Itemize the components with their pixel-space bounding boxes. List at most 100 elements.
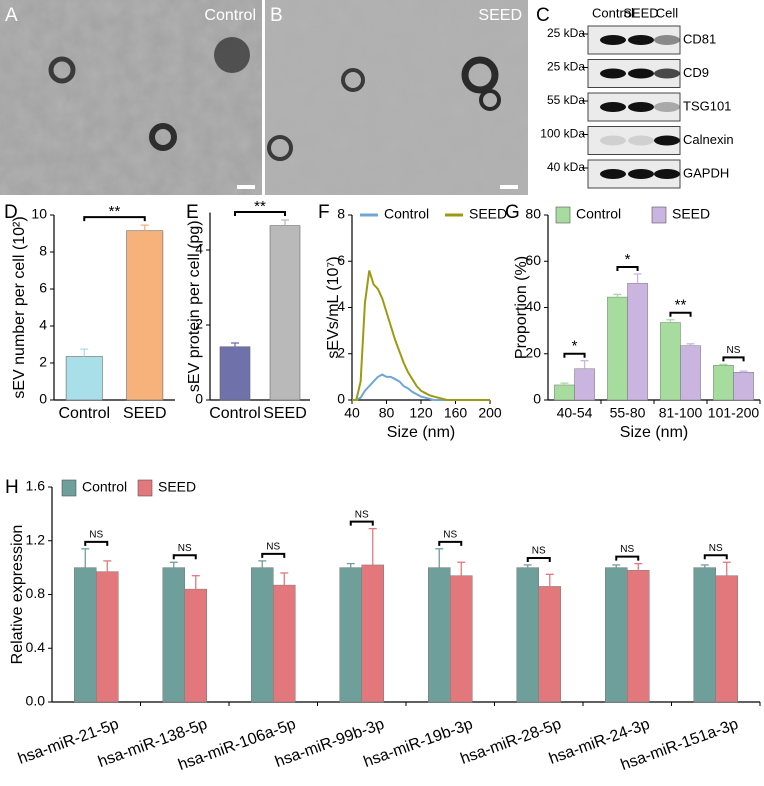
x-tick-label: 160	[444, 405, 468, 421]
significance-bracket	[83, 216, 146, 222]
y-tick-label: 80	[525, 206, 541, 222]
marker-label: 40 kDa	[547, 160, 585, 174]
y-tick-label: 2	[195, 316, 203, 332]
error-bar	[280, 572, 289, 586]
bar	[627, 282, 648, 401]
error-bar	[258, 560, 267, 568]
panel-label: E	[186, 202, 199, 223]
significance-label: NS	[89, 529, 103, 540]
y-tick-label: 2	[39, 354, 47, 370]
blot-band	[628, 169, 654, 179]
y-axis-title: sEVs/mL (10⁷)	[325, 256, 342, 358]
legend-swatch	[137, 479, 153, 497]
protein-label: TSG101	[683, 98, 731, 113]
blot-band	[628, 68, 654, 79]
blot-band	[628, 135, 654, 146]
x-tick-label: 40	[344, 405, 360, 421]
error-bar	[191, 575, 200, 590]
y-tick-label: 0.0	[26, 693, 46, 709]
error-bar	[739, 370, 748, 373]
error-bar	[686, 343, 695, 346]
error-bar	[231, 342, 239, 347]
y-axis-title: sEV protein per cell (pg)	[186, 220, 203, 392]
x-tick-label: SEED	[123, 405, 167, 422]
bar	[605, 567, 628, 703]
significance-bracket	[261, 552, 286, 558]
image-label: Control	[204, 7, 256, 24]
error-bar	[722, 561, 731, 576]
x-axis-title: Size (nm)	[387, 424, 455, 441]
error-bar	[281, 219, 289, 226]
bar	[516, 567, 539, 703]
significance-label: NS	[709, 543, 723, 554]
error-bar	[169, 561, 178, 568]
bar	[733, 372, 754, 401]
bar	[680, 345, 701, 401]
image-label: SEED	[478, 7, 522, 24]
bar	[96, 571, 119, 703]
bar	[574, 368, 595, 401]
y-tick-label: 40	[525, 298, 541, 314]
significance-label: NS	[178, 543, 192, 554]
bar	[450, 575, 473, 703]
blot-band	[600, 35, 626, 45]
y-tick-label: 4	[39, 317, 47, 333]
blot-band	[600, 102, 626, 112]
significance-label: **	[675, 297, 687, 314]
significance-label: NS	[620, 544, 634, 555]
significance-label: **	[109, 203, 121, 220]
y-tick-label: 60	[525, 252, 541, 268]
significance-label: **	[254, 198, 266, 215]
bar	[339, 567, 362, 703]
bar	[554, 384, 575, 401]
x-tick-label: 200	[478, 405, 502, 421]
bar	[428, 567, 451, 703]
blot-band	[628, 35, 654, 45]
y-axis-title: Relative expression	[9, 525, 26, 665]
legend-swatch	[651, 206, 667, 224]
protein-label: CD81	[683, 31, 716, 46]
significance-label: *	[625, 251, 631, 268]
panel-label: C	[536, 5, 550, 26]
blot-band	[654, 135, 680, 146]
significance-bracket	[563, 352, 586, 358]
y-axis-title: Proportion (%)	[513, 256, 530, 359]
error-bar	[457, 561, 466, 576]
y-tick-label: 10	[31, 206, 47, 222]
blot-band	[654, 35, 680, 45]
y-tick-label: 8	[39, 243, 47, 259]
error-bar	[613, 293, 622, 298]
protein-label: GAPDH	[683, 165, 729, 180]
legend-label: SEED	[469, 206, 507, 222]
blot-band	[654, 68, 680, 79]
error-bar	[634, 562, 643, 571]
x-tick-label: 81-100	[659, 405, 703, 421]
marker-label: 25 kDa	[547, 60, 585, 74]
tem-image-a	[0, 0, 262, 195]
marker-label: 100 kDa	[540, 127, 585, 141]
y-tick-label: 0.4	[26, 639, 46, 655]
panel-label: D	[4, 202, 18, 223]
lane-label: SEED	[623, 5, 658, 20]
y-tick-label: 0	[337, 391, 345, 407]
significance-bracket	[703, 554, 728, 560]
x-tick-label: 55-80	[610, 405, 646, 421]
error-bar	[80, 348, 89, 357]
error-bar	[719, 363, 728, 366]
blot-band	[600, 135, 626, 146]
significance-bracket	[349, 520, 374, 526]
y-tick-label: 0	[195, 391, 203, 407]
significance-bracket	[234, 211, 286, 216]
blot-band	[600, 169, 626, 179]
error-bar	[368, 528, 377, 565]
error-bar	[666, 319, 675, 323]
x-tick-label: 120	[409, 405, 433, 421]
panel-label: H	[5, 477, 19, 498]
legend-label: Control	[384, 206, 429, 222]
bar	[713, 365, 734, 401]
y-tick-label: 20	[525, 344, 541, 360]
y-tick-label: 4	[195, 241, 203, 257]
y-tick-label: 4	[337, 298, 345, 314]
legend-swatch	[61, 479, 77, 497]
